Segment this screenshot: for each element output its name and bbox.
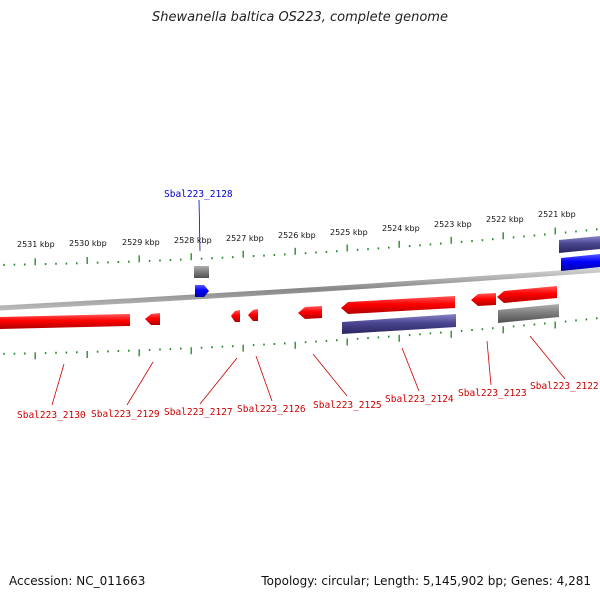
leader-sbal223-2128 — [198, 199, 201, 252]
genome-backbone — [0, 267, 600, 311]
kbp-label: 2525 kbp — [330, 228, 368, 237]
leader-sbal223-2130 — [51, 363, 65, 406]
gene-sbal223-2122-arrow[interactable] — [497, 286, 557, 303]
gene-sbal223-2128-arrow[interactable] — [195, 285, 209, 297]
gene-label-sbal223-2129[interactable]: Sbal223_2129 — [91, 409, 160, 420]
gene-label-sbal223-2124[interactable]: Sbal223_2124 — [385, 394, 454, 405]
leader-sbal223-2124 — [401, 347, 420, 392]
gene-sbal223-2129-arrow[interactable] — [145, 313, 160, 325]
gray-feature-2122[interactable] — [498, 304, 559, 323]
kbp-label: 2521 kbp — [538, 210, 576, 219]
kbp-label: 2530 kbp — [69, 239, 107, 248]
gene-sbal223-2126-arrow[interactable] — [248, 309, 258, 321]
gene-label-sbal223-2123[interactable]: Sbal223_2123 — [458, 388, 527, 399]
kbp-scale: 2531 kbp 2530 kbp 2529 kbp 2528 kbp 2527… — [17, 210, 576, 249]
map-title: Shewanella baltica OS223, complete genom… — [152, 10, 448, 25]
kbp-label: 2524 kbp — [382, 224, 420, 233]
gene-label-sbal223-2127[interactable]: Sbal223_2127 — [164, 407, 233, 418]
gene-label-sbal223-2122[interactable]: Sbal223_2122 — [530, 381, 599, 392]
gene-sbal223-2127-arrow[interactable] — [231, 310, 240, 322]
leader-sbal223-2127 — [199, 357, 238, 405]
leader-sbal223-2126 — [255, 355, 273, 402]
kbp-label: 2523 kbp — [434, 220, 472, 229]
kbp-label: 2526 kbp — [278, 231, 316, 240]
leader-sbal223-2123 — [486, 340, 492, 386]
outer-tick-track — [3, 227, 598, 266]
gene-label-sbal223-2126[interactable]: Sbal223_2126 — [237, 404, 306, 415]
purple-feature-2124[interactable] — [342, 314, 456, 334]
gene-sbal223-2124-arrow[interactable] — [341, 296, 455, 314]
gene-label-sbal223-2128[interactable]: Sbal223_2128 — [164, 189, 233, 200]
kbp-label: 2529 kbp — [122, 238, 160, 247]
gene-label-sbal223-2125[interactable]: Sbal223_2125 — [313, 400, 382, 411]
purple-feature-right[interactable] — [559, 236, 600, 253]
genome-summary-text: Topology: circular; Length: 5,145,902 bp… — [261, 574, 591, 588]
blue-feature-right[interactable] — [561, 254, 600, 271]
gene-sbal223-2130-arrow[interactable] — [0, 314, 130, 329]
kbp-label: 2528 kbp — [174, 236, 212, 245]
leader-sbal223-2122 — [529, 335, 566, 380]
forward-features — [194, 236, 600, 297]
kbp-label: 2527 kbp — [226, 234, 264, 243]
leader-sbal223-2129 — [126, 361, 154, 406]
kbp-label: 2522 kbp — [486, 215, 524, 224]
leader-sbal223-2125 — [312, 353, 348, 397]
gene-sbal223-2125-arrow[interactable] — [298, 306, 322, 319]
gene-label-sbal223-2130[interactable]: Sbal223_2130 — [17, 410, 86, 421]
label-leaders — [51, 199, 566, 406]
gene-labels: Sbal223_2128 Sbal223_2130 Sbal223_2129 S… — [17, 189, 599, 421]
kbp-label: 2531 kbp — [17, 240, 55, 249]
reverse-features — [0, 286, 559, 334]
gene-sbal223-2123-arrow[interactable] — [471, 293, 496, 306]
gray-feature[interactable] — [194, 266, 209, 278]
inner-tick-track — [3, 317, 598, 360]
accession-text: Accession: NC_011663 — [9, 574, 146, 588]
